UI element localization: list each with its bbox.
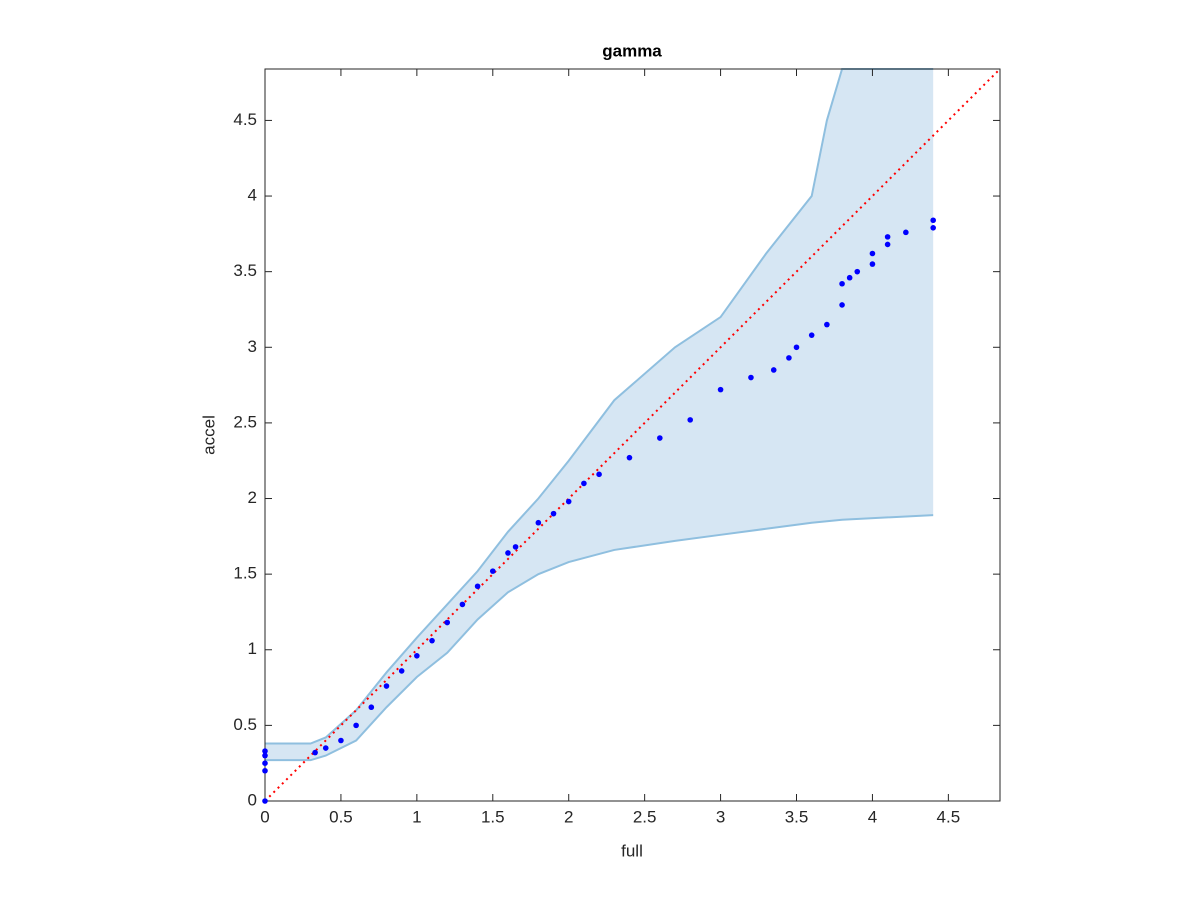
data-point <box>846 274 853 281</box>
data-point <box>414 653 420 659</box>
x-tick-label: 4.5 <box>937 807 961 826</box>
data-point <box>398 668 405 674</box>
confidence-band <box>265 69 934 761</box>
data-point <box>322 745 329 751</box>
data-point <box>869 250 876 257</box>
x-axis-label: full <box>621 841 643 860</box>
chart-title: gamma <box>602 41 662 60</box>
data-point <box>368 704 375 711</box>
data-point <box>312 749 318 756</box>
data-point <box>429 637 435 644</box>
band-lower-edge <box>265 514 934 762</box>
data-point <box>565 498 572 505</box>
data-point <box>626 454 633 461</box>
y-tick-label: 0 <box>248 790 257 809</box>
data-point <box>474 583 481 590</box>
y-tick-label: 4 <box>248 186 257 205</box>
x-tick-label: 0 <box>260 807 269 826</box>
x-tick-label: 2 <box>564 807 573 826</box>
data-point <box>717 386 724 393</box>
y-tick-label: 2.5 <box>233 412 257 431</box>
y-tick-label: 4.5 <box>233 110 257 129</box>
data-point <box>383 683 390 689</box>
x-tick-label: 1 <box>412 807 421 826</box>
x-tick-label: 3 <box>716 807 725 826</box>
axes-box <box>264 68 1001 802</box>
data-point <box>854 268 861 275</box>
y-tick-label: 0.5 <box>233 715 257 734</box>
data-point <box>459 601 466 608</box>
data-point <box>505 550 511 556</box>
x-tick-label: 3.5 <box>785 807 809 826</box>
data-point <box>535 519 542 526</box>
data-point <box>444 619 451 626</box>
y-tick-label: 1 <box>248 639 257 658</box>
data-point <box>770 367 777 373</box>
x-tick-label: 4 <box>868 807 877 826</box>
band-upper-edge <box>265 68 934 745</box>
data-point <box>793 344 800 351</box>
y-axis-label: accel <box>199 415 218 455</box>
data-point <box>839 280 845 287</box>
x-tick-label: 1.5 <box>481 807 505 826</box>
data-point <box>489 568 496 574</box>
reference-line <box>264 68 1001 802</box>
data-point <box>581 480 587 487</box>
x-tick-label: 0.5 <box>329 807 353 826</box>
y-tick-label: 3 <box>248 337 257 356</box>
data-point <box>824 321 830 328</box>
y-tick-label: 3.5 <box>233 261 257 280</box>
data-point <box>262 767 268 774</box>
data-point <box>903 229 909 236</box>
data-point <box>839 302 845 308</box>
data-point <box>596 471 602 478</box>
y-tick-label: 1.5 <box>233 564 257 583</box>
data-point <box>262 752 268 759</box>
data-point <box>884 234 891 240</box>
data-point <box>353 722 359 729</box>
data-point <box>338 737 344 744</box>
data-point <box>262 748 268 754</box>
data-point <box>550 510 557 517</box>
y-tick-label: 2 <box>248 488 257 507</box>
data-point <box>512 544 519 550</box>
x-tick-label: 2.5 <box>633 807 657 826</box>
data-point <box>657 435 663 441</box>
data-point <box>748 374 754 381</box>
data-point <box>869 261 876 267</box>
data-point <box>786 355 792 361</box>
data-point <box>262 760 268 766</box>
data-point <box>687 417 694 423</box>
data-point <box>884 241 891 248</box>
data-point <box>930 217 936 224</box>
data-point <box>930 225 936 231</box>
data-point <box>262 798 268 804</box>
data-point <box>808 332 815 338</box>
